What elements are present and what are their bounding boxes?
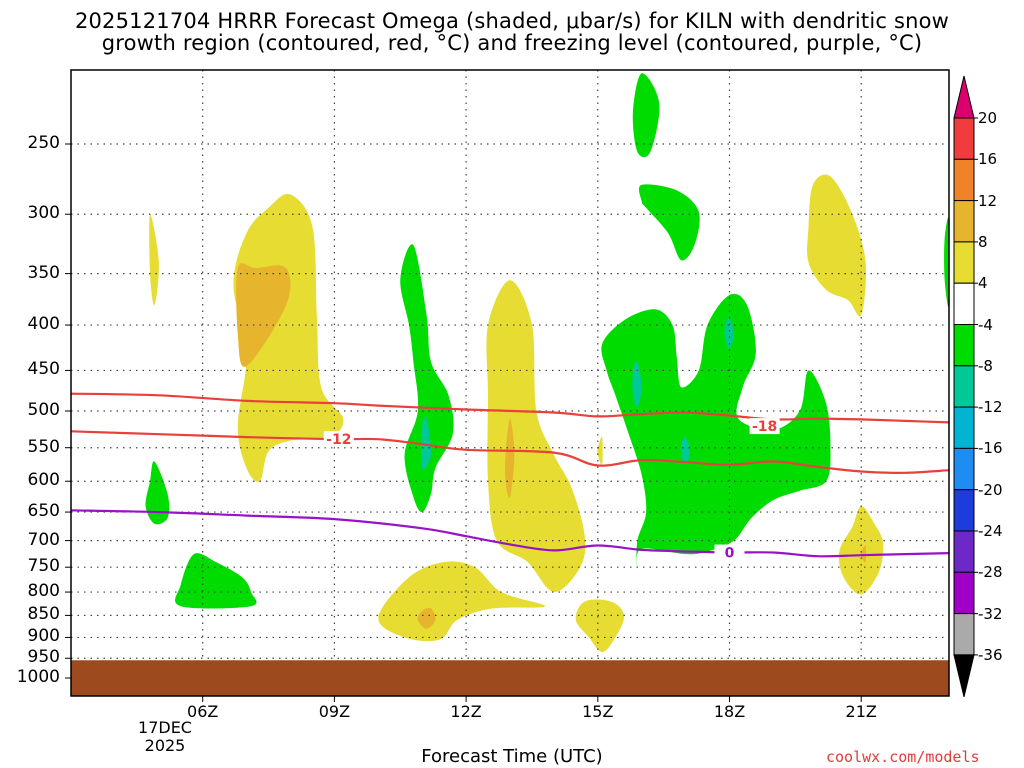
colorbar-label: 8	[978, 232, 988, 251]
y-tick-label: 300	[27, 203, 60, 224]
omega-region	[632, 361, 642, 408]
y-tick-label: 500	[27, 400, 60, 420]
y-tick-label: 550	[27, 436, 60, 457]
colorbar-label: -24	[978, 522, 1003, 540]
colorbar-label: -20	[978, 480, 1003, 499]
colorbar-label: 4	[978, 274, 988, 293]
y-tick-label: 600	[27, 470, 60, 491]
colorbar-top-arrow	[953, 75, 975, 119]
colorbar-segment	[953, 117, 975, 160]
omega-region	[638, 184, 700, 261]
chart-title-line1: 2025121704 HRRR Forecast Omega (shaded, …	[74, 9, 950, 33]
y-tick-label: 800	[27, 581, 60, 602]
colorbar-segment	[953, 241, 975, 284]
omega-region	[400, 244, 454, 513]
omega-region	[145, 461, 170, 525]
plot-frame	[70, 69, 950, 697]
x-tick-label: 15Z	[582, 702, 614, 721]
colorbar-segment	[953, 324, 975, 367]
x-tick-label: 18Z	[713, 702, 746, 721]
y-tick-label: 750	[27, 556, 60, 577]
x-tick-label: 12Z	[450, 702, 482, 721]
dgz-contour	[71, 430, 949, 474]
y-tick-label: 650	[27, 501, 60, 522]
colorbar-label: -32	[978, 604, 1003, 623]
omega-region	[632, 73, 660, 158]
omega-region	[807, 174, 866, 317]
omega-region	[601, 293, 831, 568]
colorbar-segment	[953, 282, 975, 326]
omega-region	[421, 416, 432, 470]
x-tick-label: 06Z	[187, 702, 219, 721]
x-axis-title: Forecast Time (UTC)	[421, 746, 603, 767]
omega-region	[680, 436, 690, 465]
y-tick-label: 850	[27, 604, 60, 625]
x-tick-label: 21Z	[845, 702, 877, 721]
omega-region	[838, 506, 884, 595]
colorbar-segment	[953, 365, 975, 408]
omega-region	[175, 553, 257, 609]
colorbar	[953, 75, 978, 698]
colorbar-segment	[953, 571, 975, 615]
dgz-contour-label: -18	[752, 419, 777, 435]
omega-region	[724, 317, 734, 349]
x-tick-label: 09Z	[318, 702, 351, 721]
omega-region	[944, 217, 949, 308]
credit-text: coolwx.com/models	[826, 748, 980, 766]
omega-region	[378, 561, 546, 642]
dgz-contour-label-bg	[323, 431, 354, 448]
dgz-contour	[71, 392, 949, 424]
omega-region	[417, 607, 436, 629]
freezing-level-contour-label-bg	[714, 544, 745, 561]
colorbar-label: -16	[978, 439, 1003, 458]
y-tick-label: 450	[27, 359, 60, 380]
colorbar-segment	[953, 530, 975, 573]
y-tick-label: 950	[27, 647, 60, 668]
colorbar-segment	[953, 200, 975, 243]
dgz-contour-label: -12	[326, 432, 351, 448]
colorbar-segment	[953, 158, 975, 202]
colorbar-label: -36	[978, 645, 1003, 664]
colorbar-label: 20	[978, 109, 998, 127]
omega-region	[486, 280, 586, 593]
omega-region	[233, 193, 344, 482]
omega-region	[505, 418, 515, 498]
colorbar-label: -12	[978, 398, 1003, 417]
colorbar-label: 16	[978, 150, 998, 169]
date-label-year: 2025	[144, 736, 186, 755]
y-tick-label: 700	[27, 529, 60, 550]
omega-region	[597, 436, 603, 466]
dgz-contour-label-bg	[749, 418, 780, 435]
omega-region	[149, 214, 159, 306]
colorbar-label: -8	[978, 356, 993, 375]
colorbar-bottom-arrow	[953, 654, 975, 698]
y-tick-label: 250	[27, 133, 60, 153]
colorbar-label: -4	[978, 315, 993, 334]
colorbar-label: 12	[978, 191, 998, 210]
freezing-level-contour-label: 0	[725, 546, 735, 562]
omega-region	[236, 263, 291, 367]
colorbar-segment	[953, 613, 975, 656]
colorbar-segment	[953, 447, 975, 491]
y-tick-label: 400	[27, 314, 60, 335]
colorbar-segment	[953, 489, 975, 532]
date-label-day: 17DEC	[138, 718, 192, 737]
chart-title-line2: growth region (contoured, red, °C) and f…	[101, 31, 923, 55]
colorbar-segment	[953, 406, 975, 449]
colorbar-label: -28	[978, 563, 1003, 582]
y-tick-label: 350	[27, 262, 60, 283]
surface-ground	[71, 660, 949, 696]
y-tick-label: 900	[27, 626, 60, 647]
y-tick-label: 1000	[16, 667, 60, 687]
freezing-level-contour	[71, 509, 949, 558]
omega-region	[575, 599, 625, 653]
